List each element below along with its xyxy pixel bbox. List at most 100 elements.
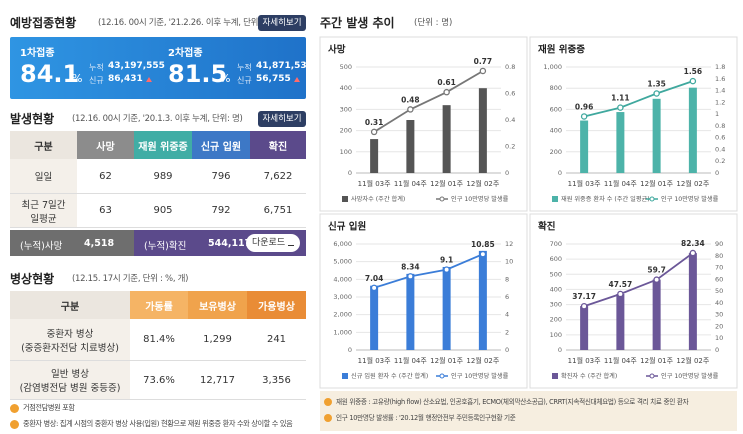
table-cell: 796 [192,159,250,194]
bar [652,279,661,350]
chart-title: 확진 [538,221,555,233]
table-header: 확진 [250,131,306,159]
cumulative-value: 43,197,555 [108,61,165,71]
data-label: 37.17 [572,292,596,301]
table-header: 구분 [10,291,130,319]
y-tick-label: 6,000 [333,240,352,248]
total-label: (누적)확진 [144,241,187,252]
y2-tick-label: 1.8 [715,63,725,71]
data-label: 1.56 [684,67,703,76]
legend-marker [439,196,445,202]
data-label: 8.34 [401,262,420,271]
y-tick-label: 600 [550,105,562,113]
data-label: 0.77 [474,57,493,66]
data-label: 82.34 [681,239,705,248]
y2-tick-label: 0 [505,169,509,177]
up-arrow [294,77,300,82]
download-button[interactable]: 다운로드 [246,234,300,252]
table-cell: 62 [77,159,134,194]
y2-tick-label: 1.4 [715,87,725,95]
line [583,80,694,118]
table-cell: 12,717 [188,361,247,400]
section-subtitle: (단위 : 명) [414,18,453,28]
note-text: 재원 위중증 : 고유량(high flow) 산소요법, 인공호흡기, ECM… [336,397,689,406]
data-label: 47.57 [609,280,633,289]
data-label: 59.7 [647,266,666,275]
new-label: 신규 [237,76,252,85]
table-cell: 73.6% [130,361,188,400]
legend-label: 사망자수 (주간 합계) [351,195,405,203]
legend-marker [649,373,655,379]
y-tick-label: 100 [340,148,352,156]
line-marker [443,266,450,273]
note-bullet [10,404,19,413]
section-subtitle: (12.16. 00시 기준, '21.2.26. 이후 누계, 단위: %, … [98,18,287,28]
y2-tick-label: 0.8 [715,122,725,130]
legend-swatch [342,196,348,202]
row-label: 일반 병상 (감염병전담 병원 중등증) [10,361,130,400]
table-cell: 792 [192,194,250,228]
y-tick-label: 4,000 [333,275,352,283]
y-tick-label: 0 [348,346,352,354]
x-tick-label: 11월 03주 [358,179,391,188]
y-tick-label: 1,000 [543,63,562,71]
y-tick-label: 3,000 [333,293,352,301]
y-tick-label: 500 [550,270,562,278]
y-tick-label: 2,000 [333,311,352,319]
bar [616,112,625,173]
x-tick-label: 12월 01주 [430,356,463,365]
new-value: 56,755 [256,74,291,84]
section-title: 병상현황 [10,272,55,286]
y-tick-label: 200 [550,316,562,324]
y2-tick-label: 30 [715,311,723,319]
note-bullet [324,414,332,422]
y-tick-label: 100 [550,331,562,339]
bar [442,105,451,173]
y2-tick-label: 90 [715,240,723,248]
data-label: 0.61 [437,78,456,87]
y-tick-label: 800 [550,84,562,92]
y-tick-label: 700 [550,240,562,248]
note-text: 인구 10만명당 발생률 : '20.12월 행정안전부 주민등록인구현황 기준 [336,413,516,422]
y-tick-label: 0 [348,169,352,177]
bar [442,266,451,350]
y2-tick-label: 40 [715,299,723,307]
table-header: 재원 위중증 [134,131,192,159]
note-bullet [324,398,332,406]
table-cell: 7,622 [250,159,306,194]
dose-label: 2차접종 [168,48,203,59]
row-label: 일일 [10,159,77,194]
legend-swatch [342,373,348,379]
y-tick-label: 500 [340,63,352,71]
table-cell: 3,356 [247,361,306,400]
legend-label: 인구 10만명당 발생률 [451,195,509,203]
x-tick-label: 11월 04주 [604,356,637,365]
legend-label: 신규 입원 환자 수 (주간 합계) [351,372,428,380]
y2-tick-label: 60 [715,275,723,283]
dose-rate: 84.1 [20,60,80,88]
detail-button[interactable]: 자세히보기 [258,15,306,31]
data-label: 0.31 [365,118,384,127]
bar [616,293,625,350]
download-icon [288,238,294,246]
row-label-line: 최근 7일간 [21,199,66,211]
x-tick-label: 12월 01주 [640,179,673,188]
table-header: 구분 [10,131,77,159]
x-tick-label: 12월 01주 [430,179,463,188]
data-label: 1.35 [647,80,666,89]
total-box [10,230,134,256]
table-cell: 241 [247,319,306,361]
total-value: 4,518 [84,238,115,249]
bar [370,285,379,350]
total-value: 544,117 [208,238,252,249]
line-marker [653,90,660,97]
bar [688,87,697,173]
y2-tick-label: 0.2 [715,157,725,165]
data-label: 1.11 [611,94,630,103]
bar [580,120,589,173]
new-value: 86,431 [108,74,143,84]
detail-button[interactable]: 자세히보기 [258,111,306,127]
section-subtitle: (12.16. 00시 기준, '20.1.3. 이후 누계, 단위: 명) [72,114,243,124]
